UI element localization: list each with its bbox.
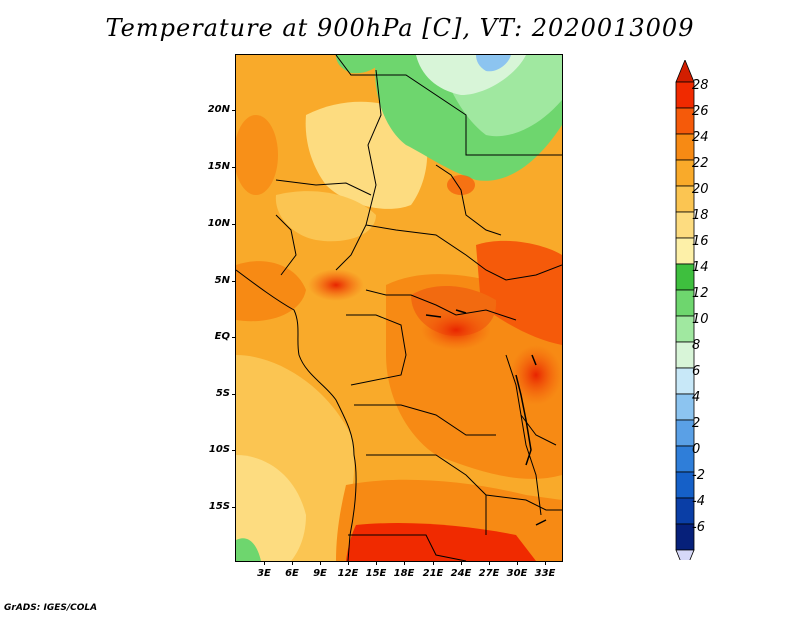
field-blob-4	[236, 115, 278, 195]
lon-label-21e: 21E	[422, 568, 444, 579]
lon-label-3e: 3E	[257, 568, 271, 579]
border-line-6	[346, 314, 407, 386]
lat-tick	[232, 507, 236, 508]
colorbar-label-28: 28	[692, 78, 709, 93]
lon-label-24e: 24E	[450, 568, 472, 579]
border-line-4	[365, 224, 562, 281]
lon-label-9e: 9E	[313, 568, 327, 579]
lat-tick	[232, 450, 236, 451]
lat-tick	[232, 394, 236, 395]
field-green-nw	[336, 55, 386, 74]
border-line-9	[348, 534, 467, 561]
lat-label-10n: 10N	[207, 218, 230, 229]
lon-tick	[264, 561, 265, 565]
lon-tick	[489, 561, 490, 565]
lon-label-33e: 33E	[534, 568, 556, 579]
lon-label-27e: 27E	[478, 568, 500, 579]
field-blob-2	[421, 310, 491, 350]
colorbar-label-8: 8	[692, 338, 701, 353]
lat-label-15n: 15N	[207, 161, 230, 172]
colorbar-label-22: 22	[692, 156, 709, 171]
lake-1	[515, 374, 532, 466]
lat-label-15s: 15S	[208, 501, 230, 512]
borders	[236, 55, 562, 561]
lake-3	[535, 519, 547, 526]
lat-label-5n: 5N	[214, 275, 230, 286]
colorbar-label-0: 0	[692, 442, 701, 457]
lon-label-30e: 30E	[506, 568, 528, 579]
lon-tick	[404, 561, 405, 565]
colorbar-label-neg2: -2	[692, 468, 705, 483]
lat-tick	[232, 281, 236, 282]
border-line-3	[275, 179, 372, 196]
lake-4	[425, 314, 442, 318]
border-line-5	[365, 289, 517, 321]
colorbar-label-12: 12	[692, 286, 709, 301]
border-line-1	[335, 55, 562, 156]
colorbar-label-26: 26	[692, 104, 709, 119]
field-south-atlantic-pale	[236, 455, 306, 561]
lat-tick	[232, 110, 236, 111]
colorbar-label-10: 10	[692, 312, 709, 327]
border-line-12	[435, 164, 502, 236]
field-sahel-pale-2	[275, 191, 376, 242]
lon-tick	[320, 561, 321, 565]
atlantic-coastline	[236, 269, 357, 561]
colorbar-label-18: 18	[692, 208, 709, 223]
border-line-8	[366, 454, 487, 535]
lon-tick	[348, 561, 349, 565]
lake-5	[455, 309, 467, 314]
temperature-field-svg	[236, 55, 562, 561]
field-south-hot	[346, 523, 536, 561]
border-line-2	[335, 69, 382, 271]
colorbar-label-16: 16	[692, 234, 709, 249]
border-line-13	[485, 494, 562, 511]
colorbar-label-4: 4	[692, 390, 701, 405]
border-line-11	[275, 214, 297, 276]
lat-label-10s: 10S	[208, 444, 230, 455]
colorbar-label-6: 6	[692, 364, 701, 379]
lat-label-20n: 20N	[207, 104, 230, 115]
lon-label-6e: 6E	[285, 568, 299, 579]
footer-credit: GrADS: IGES/COLA	[4, 603, 98, 613]
field-blob-3	[510, 345, 562, 405]
colorbar-label-neg4: -4	[692, 494, 705, 509]
field-blob-1	[308, 269, 364, 301]
colorbar-label-neg6: -6	[692, 520, 705, 535]
lon-tick	[376, 561, 377, 565]
lon-tick	[292, 561, 293, 565]
lon-label-15e: 15E	[365, 568, 387, 579]
colorbar-label-2: 2	[692, 416, 701, 431]
temperature-map	[235, 54, 563, 562]
lon-label-18e: 18E	[393, 568, 415, 579]
lake-2	[531, 354, 537, 366]
lon-tick	[461, 561, 462, 565]
lon-tick	[433, 561, 434, 565]
lon-label-12e: 12E	[337, 568, 359, 579]
lat-label-eq: EQ	[214, 331, 230, 342]
chart-title: Temperature at 900hPa [C], VT: 202001300…	[105, 14, 695, 42]
lat-tick	[232, 224, 236, 225]
lon-tick	[517, 561, 518, 565]
colorbar-label-20: 20	[692, 182, 709, 197]
colorbar-bottom-arrow	[675, 549, 695, 560]
lat-tick	[232, 337, 236, 338]
lat-label-5s: 5S	[215, 388, 230, 399]
border-line-10	[505, 354, 542, 516]
border-line-7	[354, 404, 496, 436]
lakes	[425, 309, 547, 526]
field-east-warm	[476, 240, 562, 345]
lon-tick	[545, 561, 546, 565]
field-blue-ne	[476, 55, 511, 72]
colorbar-label-24: 24	[692, 130, 709, 145]
colorbar-label-14: 14	[692, 260, 709, 275]
colorbar	[675, 60, 695, 560]
field-south-green	[236, 538, 261, 561]
lat-tick	[232, 167, 236, 168]
